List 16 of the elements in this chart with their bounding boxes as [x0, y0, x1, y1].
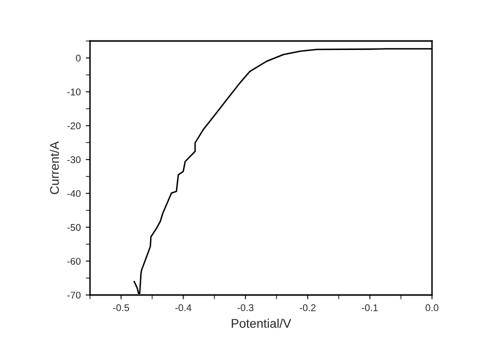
x-tick-label: -0.1 — [362, 304, 378, 312]
x-tick-label: -0.3 — [238, 304, 254, 312]
y-axis-title: Current/A — [50, 141, 59, 194]
y-tick-label: -40 — [67, 190, 81, 198]
y-tick-label: -70 — [67, 292, 81, 299]
y-tick-label: -10 — [67, 88, 81, 96]
y-tick-label: 0 — [76, 54, 81, 62]
x-tick-label: 0.0 — [426, 304, 438, 312]
y-tick-label: -20 — [67, 122, 81, 130]
x-tick-label: -0.4 — [175, 304, 192, 312]
y-tick-label: -50 — [67, 224, 81, 231]
x-tick-label: -0.5 — [113, 304, 130, 312]
x-tick-label: -0.2 — [300, 304, 316, 312]
x-axis-title: Potential/V — [232, 318, 292, 328]
y-tick-label: -60 — [67, 258, 81, 265]
y-tick-label: -30 — [67, 156, 81, 164]
